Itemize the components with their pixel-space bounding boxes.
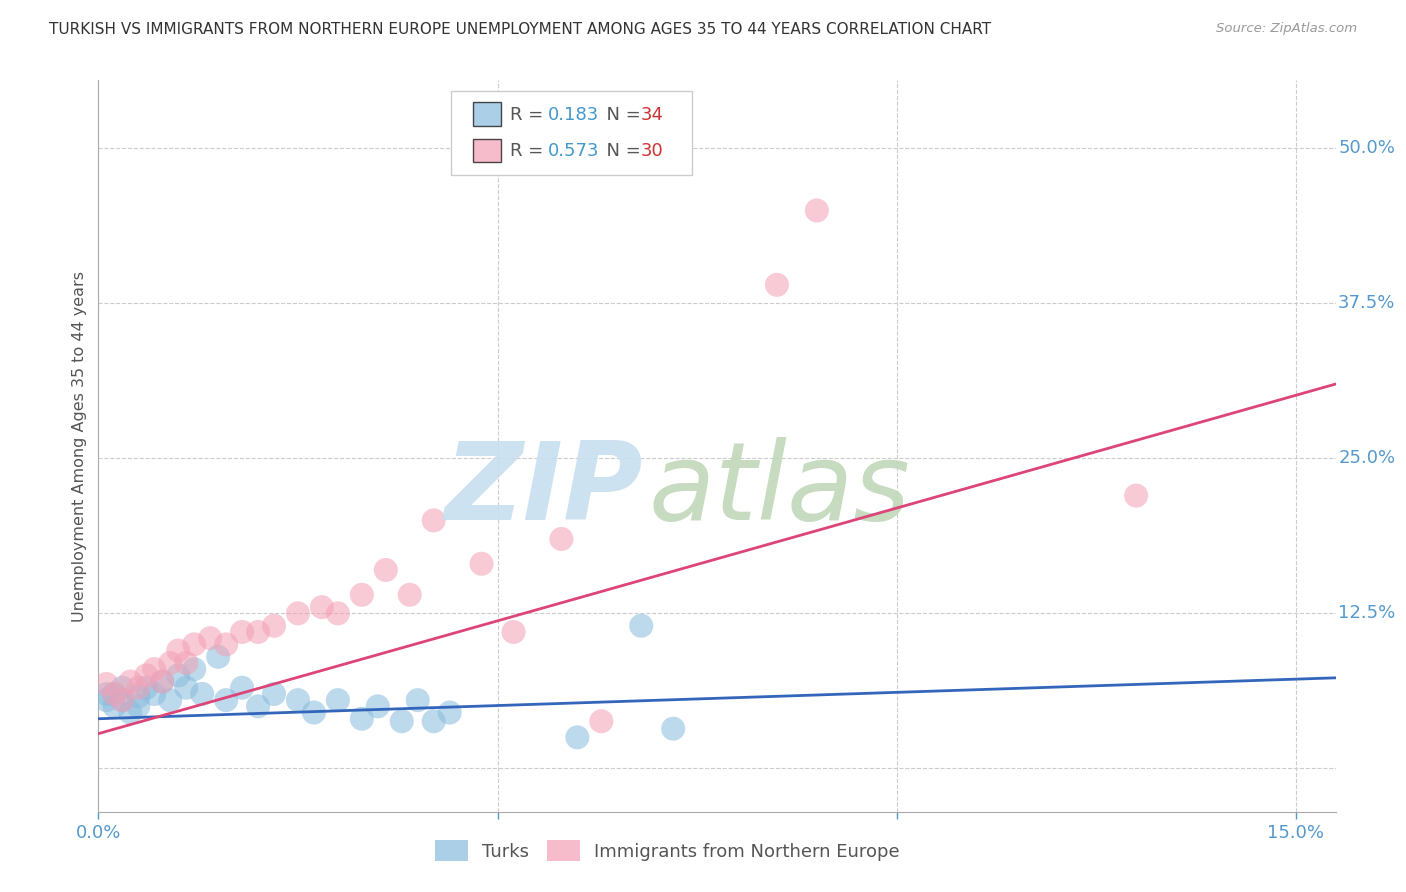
Point (150, 674, 173, 689)
Point (127, 699, 149, 714)
Point (135, 681, 157, 695)
Point (567, 731, 589, 745)
Point (422, 714, 444, 729)
Point (367, 699, 389, 714)
Text: 25.0%: 25.0% (1339, 450, 1395, 467)
Point (806, 203, 828, 218)
Point (263, 687, 285, 701)
Point (311, 600, 333, 615)
Legend: Turks, Immigrants from Northern Europe: Turks, Immigrants from Northern Europe (427, 833, 907, 869)
Point (406, 693, 429, 707)
FancyBboxPatch shape (474, 103, 501, 126)
Point (391, 714, 413, 729)
FancyBboxPatch shape (451, 91, 692, 176)
Point (159, 656, 181, 670)
Text: N =: N = (595, 105, 647, 124)
Point (96, 677, 118, 691)
Point (471, 557, 494, 571)
Point (287, 693, 309, 707)
Point (662, 722, 685, 736)
Point (287, 607, 309, 621)
Point (127, 681, 149, 695)
Text: 37.5%: 37.5% (1339, 294, 1396, 312)
Point (127, 690, 149, 704)
Text: atlas: atlas (650, 437, 911, 542)
Point (350, 588, 373, 602)
Point (174, 656, 197, 670)
Point (550, 532, 572, 546)
Point (207, 649, 229, 664)
Point (191, 687, 214, 701)
Point (302, 706, 325, 720)
Text: ZIP: ZIP (444, 437, 643, 543)
Point (174, 681, 197, 695)
Point (263, 619, 285, 633)
Point (111, 693, 134, 707)
Point (439, 706, 461, 720)
Point (167, 668, 190, 682)
Point (183, 662, 205, 676)
Point (398, 588, 420, 602)
Text: 0.183: 0.183 (547, 105, 599, 124)
Point (374, 563, 396, 577)
Text: N =: N = (595, 142, 647, 161)
Point (120, 674, 142, 689)
Point (159, 693, 181, 707)
Point (502, 624, 524, 639)
Text: Source: ZipAtlas.com: Source: ZipAtlas.com (1216, 22, 1357, 36)
Point (215, 693, 238, 707)
Point (247, 624, 270, 639)
Point (422, 513, 444, 527)
Point (103, 687, 125, 701)
Point (103, 699, 125, 714)
Point (198, 631, 221, 645)
Point (111, 681, 134, 695)
Point (96, 687, 118, 701)
Point (231, 681, 253, 695)
Point (120, 706, 142, 720)
Point (167, 643, 190, 657)
Text: 34: 34 (640, 105, 664, 124)
FancyBboxPatch shape (474, 139, 501, 162)
Point (1125, 489, 1147, 503)
Point (96, 693, 118, 707)
Point (766, 277, 789, 292)
Text: TURKISH VS IMMIGRANTS FROM NORTHERN EUROPE UNEMPLOYMENT AMONG AGES 35 TO 44 YEAR: TURKISH VS IMMIGRANTS FROM NORTHERN EURO… (49, 22, 991, 37)
Point (630, 619, 652, 633)
Point (183, 637, 205, 651)
Point (350, 712, 373, 726)
Point (591, 714, 613, 729)
Point (215, 637, 238, 651)
Text: 30: 30 (640, 142, 664, 161)
Point (231, 624, 253, 639)
Point (135, 668, 157, 682)
Text: 50.0%: 50.0% (1339, 139, 1395, 158)
Point (150, 674, 173, 689)
Text: R =: R = (510, 142, 550, 161)
Point (247, 699, 270, 714)
Point (326, 693, 349, 707)
Text: 0.573: 0.573 (547, 142, 599, 161)
Point (111, 693, 134, 707)
Point (326, 607, 349, 621)
Text: 12.5%: 12.5% (1339, 605, 1395, 623)
Point (143, 687, 166, 701)
Text: R =: R = (510, 105, 550, 124)
Point (143, 662, 166, 676)
Y-axis label: Unemployment Among Ages 35 to 44 years: Unemployment Among Ages 35 to 44 years (72, 270, 87, 622)
Point (103, 687, 125, 701)
